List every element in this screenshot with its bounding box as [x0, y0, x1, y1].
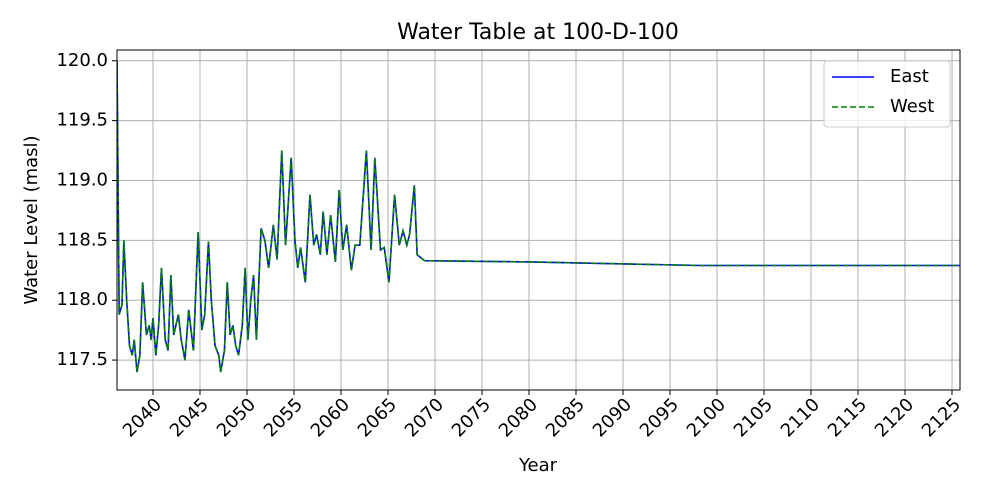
x-tick-label: 2065 — [354, 394, 401, 441]
y-tick-label: 118.5 — [56, 229, 108, 250]
x-tick-label: 2060 — [307, 394, 354, 441]
x-tick-label: 2105 — [730, 394, 777, 441]
x-tick-label: 2120 — [871, 394, 918, 441]
x-tick-label: 2070 — [401, 394, 448, 441]
y-tick-label: 119.5 — [56, 110, 108, 131]
x-tick-label: 2050 — [213, 394, 260, 441]
x-tick-label: 2100 — [683, 394, 730, 441]
x-axis-label: Year — [518, 455, 558, 476]
legend-label: West — [890, 96, 934, 117]
y-tick-label: 117.5 — [56, 349, 108, 370]
x-tick-label: 2125 — [918, 394, 965, 441]
y-tick-label: 118.0 — [56, 289, 108, 310]
y-tick-label: 120.0 — [56, 50, 108, 71]
x-tick-label: 2095 — [636, 394, 683, 441]
y-axis-label: Water Level (masl) — [21, 135, 42, 304]
legend-label: East — [890, 66, 929, 87]
x-tick-label: 2080 — [495, 394, 542, 441]
legend-box — [823, 60, 951, 128]
x-tick-label: 2075 — [448, 394, 495, 441]
x-tick-label: 2085 — [542, 394, 589, 441]
x-tick-label: 2090 — [589, 394, 636, 441]
chart-title: Water Table at 100-D-100 — [397, 20, 679, 45]
x-tick-label: 2115 — [824, 394, 871, 441]
plot-frame — [116, 49, 961, 391]
x-tick-label: 2055 — [260, 394, 307, 441]
series-line — [117, 60, 960, 373]
y-tick-label: 119.0 — [56, 169, 108, 190]
x-tick-label: 2045 — [166, 394, 213, 441]
x-tick-label: 2110 — [777, 394, 824, 441]
x-tick-label: 2040 — [119, 394, 166, 441]
